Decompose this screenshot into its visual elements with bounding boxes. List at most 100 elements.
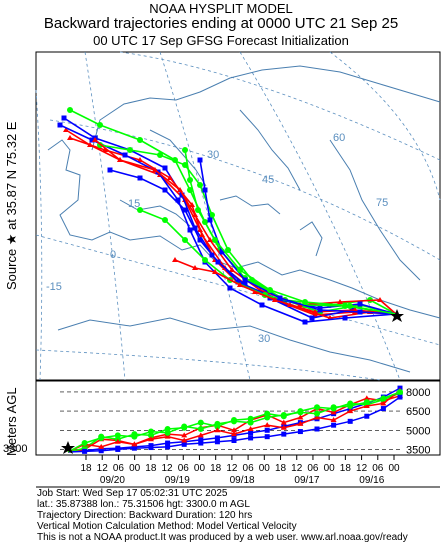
date-label: 09/16 (359, 475, 384, 486)
trajectory-marker (137, 157, 143, 162)
trajectory-marker (199, 232, 205, 237)
trajectory-marker (237, 267, 243, 273)
trajectory-marker (309, 315, 315, 321)
height-point (280, 419, 287, 425)
time-tick-label: 12 (161, 463, 173, 474)
trajectory-marker (67, 107, 73, 113)
trajectory-marker (197, 237, 203, 243)
trajectory-marker (189, 202, 195, 207)
time-tick-label: 18 (145, 463, 157, 474)
height-point (214, 435, 220, 441)
coast-caspian (299, 221, 323, 257)
height-point (165, 440, 171, 446)
height-point (363, 395, 370, 401)
time-tick-label: 18 (80, 463, 92, 474)
trajectory-marker (212, 269, 218, 274)
source-location-label: Source ★ at 35.87 N 75.32 E (4, 121, 19, 290)
date-label: 09/19 (165, 475, 190, 486)
trajectory-marker (102, 147, 108, 152)
height-point (380, 395, 387, 402)
trajectory-marker (127, 147, 133, 153)
trajectory-marker (242, 282, 248, 288)
trajectory-marker (202, 257, 208, 263)
height-point (214, 420, 221, 427)
lat-label-60: 60 (333, 132, 345, 144)
height-tick-label: 6500 (406, 406, 430, 418)
height-point (347, 418, 353, 424)
height-point (330, 417, 337, 423)
height-point (81, 440, 88, 447)
height-point (148, 445, 154, 451)
trajectory-line (94, 139, 397, 315)
trajectory-marker (117, 157, 123, 162)
longitude-line-15 (159, 51, 251, 381)
longitude-line-45 (329, 51, 441, 201)
trajectory-marker (195, 207, 201, 213)
height-point (264, 422, 271, 428)
border-2 (239, 109, 301, 191)
trajectory-marker (179, 192, 185, 198)
height-point (363, 403, 370, 408)
trajectory-marker (227, 285, 233, 291)
initialization-subtitle: 00 UTC 17 Sep GFSG Forecast Initializati… (93, 33, 349, 48)
height-point (165, 444, 171, 450)
trajectory-marker (237, 282, 243, 287)
height-tick-label: 8000 (406, 387, 430, 399)
height-tick-label: 3500 (406, 444, 430, 456)
trajectory-marker (137, 207, 143, 213)
source-star-icon (390, 309, 404, 322)
lon-label-15: 15 (128, 198, 140, 210)
coast-med (119, 199, 191, 227)
disclaimer: This is not a NOAA product.It was produc… (37, 532, 408, 543)
time-tick-label: 00 (194, 463, 206, 474)
height-point (131, 441, 138, 447)
trajectory-paths (57, 107, 397, 325)
trajectory-marker (302, 299, 308, 305)
height-point (364, 413, 370, 419)
map-frame (35, 51, 441, 381)
border-1 (149, 129, 207, 187)
height-point (148, 428, 154, 435)
height-point (314, 414, 320, 420)
time-tick-label: 12 (97, 463, 109, 474)
height-point (131, 445, 137, 451)
height-point (198, 437, 204, 443)
height-point (197, 426, 204, 432)
trajectory-marker (63, 127, 69, 132)
time-tick-label: 06 (243, 463, 255, 474)
job-start: Job Start: Wed Sep 17 05:02:31 UTC 2025 (37, 488, 228, 499)
trajectory-marker (357, 309, 363, 315)
height-point (297, 429, 303, 435)
time-tick-label: 06 (307, 463, 319, 474)
graticule-labels: 60 45 30 75 30 15 0 -15 (46, 132, 388, 345)
trajectory-marker (272, 297, 278, 302)
height-point (98, 448, 104, 454)
trajectory-marker (61, 115, 67, 121)
height-point (314, 410, 320, 417)
trajectory-marker (209, 212, 215, 218)
trajectory-marker (192, 265, 198, 270)
height-point (181, 441, 187, 447)
time-tick-label: 18 (340, 463, 352, 474)
height-point (247, 419, 254, 426)
time-tick-label: 00 (259, 463, 271, 474)
coast-south (47, 139, 441, 319)
map-layer: 60 45 30 75 30 15 0 -15 (35, 51, 441, 381)
trajectory-marker (192, 212, 198, 217)
height-series (67, 385, 403, 454)
start-star-icon (61, 441, 75, 454)
height-point (114, 438, 121, 444)
height-axis-label: Meters AGL (4, 387, 19, 456)
latitude-line-15 (35, 349, 381, 381)
height-point (330, 404, 337, 411)
time-tick-label: 00 (388, 463, 400, 474)
trajectory-marker (242, 277, 248, 283)
trajectory-line (174, 259, 397, 315)
height-point (231, 418, 237, 425)
latitude-line-30 (35, 234, 441, 346)
trajectory-marker (57, 122, 63, 128)
trajectory-marker (207, 217, 213, 223)
trajectory-marker (347, 303, 353, 309)
height-point (198, 440, 204, 446)
